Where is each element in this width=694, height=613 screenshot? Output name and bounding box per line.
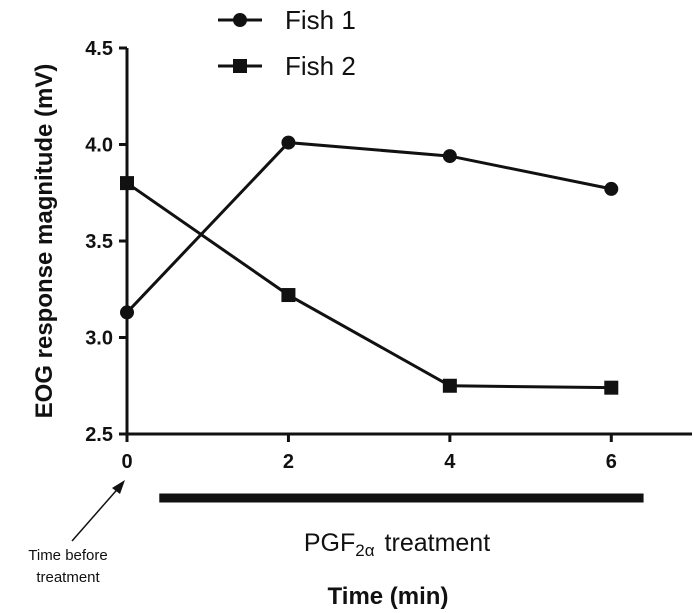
point-fish-2-2 [442,378,457,393]
point-fish-1-0 [120,305,134,320]
y-axis-title: EOG response magnitude (mV) [31,64,58,419]
ticks-group: 2.5 3.0 3.5 4.0 4.5 0 2 4 6 [85,38,617,473]
point-fish-1-1 [281,135,296,150]
legend-marker-fish-2 [233,59,247,73]
point-fish-1-2 [442,149,457,164]
y-tick-label-1: 3.0 [85,328,113,350]
series-line-fish-2 [126,181,612,390]
legend: Fish 1 Fish 2 [218,5,356,81]
point-fish-2-1 [281,288,296,303]
y-tick-label-4: 4.5 [85,38,113,60]
point-fish-2-3 [604,380,619,395]
x-tick-label-0: 0 [121,451,132,473]
y-tick-label-2: 3.5 [85,231,113,253]
x-axis-title: Time (min) [328,583,449,610]
legend-marker-fish-1 [233,13,247,27]
x-tick-label-3: 6 [606,451,617,473]
series-line-fish-1 [125,141,612,314]
treatment-label-rest: treatment [385,529,491,557]
treatment-label-subscript: 2α [355,541,374,560]
legend-label-fish-1: Fish 1 [285,5,356,35]
point-fish-2-0 [120,176,134,191]
note-line-1: Time before [28,547,107,564]
y-tick-label-3: 4.0 [85,135,113,157]
note-arrowhead [112,480,125,494]
x-tick-label-1: 2 [283,451,294,473]
series-layer [120,135,619,395]
note-arrow [71,483,123,542]
treatment-label: PGF2α treatment [304,529,490,560]
legend-label-fish-2: Fish 2 [285,51,356,81]
x-tick-label-2: 4 [444,451,456,473]
note-line-2: treatment [36,569,100,586]
treatment-label-main: PGF [304,529,355,557]
point-fish-1-3 [604,181,619,196]
y-tick-label-0: 2.5 [85,424,113,446]
